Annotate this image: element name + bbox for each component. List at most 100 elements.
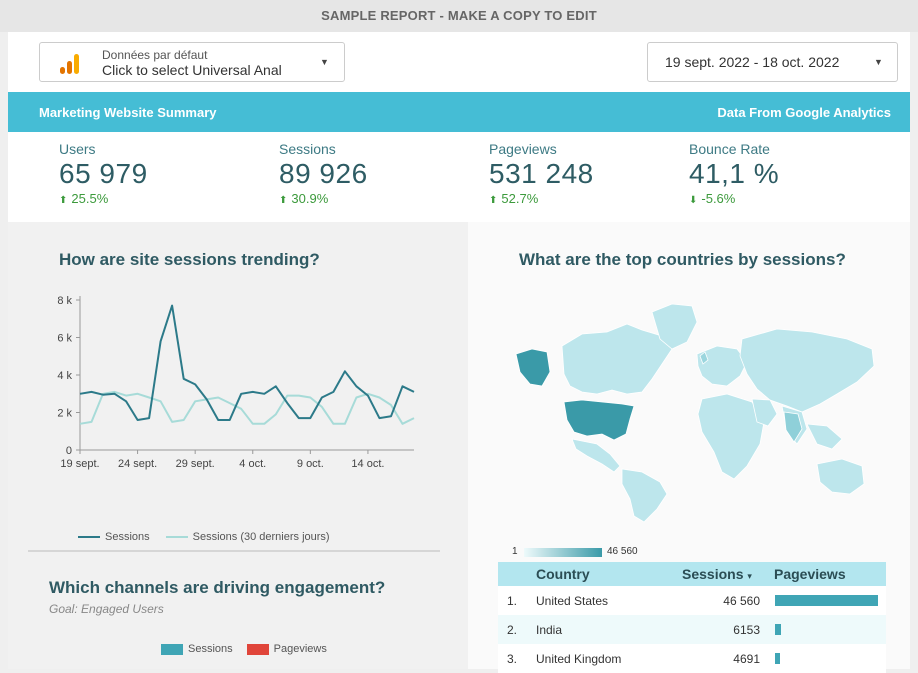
legend-swatch <box>78 536 100 538</box>
map-scale-max: 46 560 <box>607 546 638 557</box>
channels-goal: Goal: Engaged Users <box>49 602 164 616</box>
series-line <box>79 390 415 425</box>
row-country: United Kingdom <box>536 652 622 666</box>
kpi-label: Users <box>59 141 96 157</box>
table-row[interactable]: 1. United States 46 560 <box>498 586 886 615</box>
row-rank: 2. <box>507 623 518 637</box>
legend-label: Pageviews <box>273 643 327 655</box>
pageviews-bar <box>775 595 878 606</box>
kpi-label: Pageviews <box>489 141 557 157</box>
report-title: Marketing Website Summary <box>39 105 217 120</box>
row-sessions: 4691 <box>733 652 760 666</box>
table-row[interactable]: 2. India 6153 <box>498 615 886 644</box>
sort-descending-icon: ▾ <box>747 571 752 581</box>
x-tick-label: 19 sept. <box>60 458 99 470</box>
africa-region <box>697 393 765 480</box>
kpi-delta-value: 52.7% <box>501 191 539 206</box>
column-header-sessions[interactable]: Sessions ▾ <box>682 566 752 582</box>
india-region <box>783 411 803 443</box>
pageviews-bar <box>775 624 781 635</box>
table-row[interactable]: 3. United Kingdom 4691 <box>498 644 886 673</box>
kpi-value: 41,1 % <box>689 158 780 189</box>
kpi-label: Sessions <box>279 141 336 157</box>
row-sessions: 46 560 <box>723 594 760 608</box>
kpi-delta: ⬆ 25.5% <box>59 191 148 206</box>
x-tick-label: 29 sept. <box>176 458 215 470</box>
y-tick-label: 6 k <box>57 333 72 345</box>
legend-label: Sessions <box>188 643 233 655</box>
kpi-sessions: Sessions 89 926 ⬆ 30.9% <box>279 141 368 206</box>
sessions-trend-title: How are site sessions trending? <box>59 250 320 269</box>
arrow-up-icon: ⬆ <box>489 195 498 206</box>
y-tick-label: 8 k <box>57 295 72 307</box>
kpi-delta-value: 25.5% <box>71 191 109 206</box>
column-header-country[interactable]: Country <box>536 566 590 582</box>
dropdown-caret-icon: ▼ <box>320 57 329 67</box>
y-tick-label: 2 k <box>57 408 72 420</box>
channels-title: Which channels are driving engagement? <box>49 578 386 597</box>
arrow-down-icon: ⬇ <box>689 195 698 206</box>
kpi-delta-value: -5.6% <box>701 191 736 206</box>
kpi-delta: ⬆ 52.7% <box>489 191 594 206</box>
countries-title: What are the top countries by sessions? <box>519 250 846 269</box>
dropdown-caret-icon: ▼ <box>874 57 883 67</box>
kpi-value: 531 248 <box>489 158 594 189</box>
report-page: Données par défaut Click to select Unive… <box>8 32 910 673</box>
x-tick-label: 4 oct. <box>239 458 266 470</box>
right-panel: What are the top countries by sessions? … <box>468 222 910 673</box>
kpi-value: 89 926 <box>279 158 368 189</box>
kpi-pageviews: Pageviews 531 248 ⬆ 52.7% <box>489 141 594 206</box>
uk-region <box>699 351 709 365</box>
date-range-value: 19 sept. 2022 - 18 oct. 2022 <box>665 54 840 70</box>
middle-east-region <box>751 398 778 427</box>
southeast-asia-region <box>806 423 843 450</box>
greenland-region <box>651 303 698 350</box>
column-header-sessions-label: Sessions <box>682 566 744 582</box>
kpi-bounce-rate: Bounce Rate 41,1 % ⬇ -5.6% <box>689 141 779 206</box>
map-color-scale <box>524 548 602 557</box>
kpi-delta: ⬆ 30.9% <box>279 191 368 206</box>
legend-swatch <box>161 643 183 655</box>
section-divider <box>28 550 440 552</box>
kpi-value: 65 979 <box>59 158 148 189</box>
left-panel: How are site sessions trending? 0 2 k 4 k 6… <box>8 222 468 669</box>
column-header-pageviews[interactable]: Pageviews <box>774 566 846 582</box>
trend-legend: Sessions Sessions (30 derniers jours) <box>78 531 330 543</box>
row-country: India <box>536 623 563 637</box>
sample-report-banner: SAMPLE REPORT - MAKE A COPY TO EDIT <box>0 0 918 32</box>
kpi-users: Users 65 979 ⬆ 25.5% <box>59 141 148 206</box>
legend-swatch <box>246 643 269 655</box>
australia-region <box>816 458 865 495</box>
kpi-delta-value: 30.9% <box>291 191 329 206</box>
y-tick-label: 4 k <box>57 370 72 382</box>
arrow-up-icon: ⬆ <box>279 195 288 206</box>
series-line <box>79 304 415 421</box>
data-source-selector[interactable]: Données par défaut Click to select Unive… <box>39 42 345 82</box>
row-rank: 1. <box>507 594 518 608</box>
row-country: United States <box>536 594 609 608</box>
report-title-bar: Marketing Website Summary Data From Goog… <box>8 92 910 132</box>
analytics-bars-icon <box>60 54 79 74</box>
usa-region <box>563 399 635 441</box>
world-map[interactable] <box>502 294 882 524</box>
report-source-label: Data From Google Analytics <box>717 105 891 120</box>
europe-region <box>696 345 748 387</box>
table-header: Country Sessions ▾ Pageviews <box>498 562 886 586</box>
row-rank: 3. <box>507 652 518 666</box>
row-sessions: 6153 <box>733 623 760 637</box>
date-range-picker[interactable]: 19 sept. 2022 - 18 oct. 2022 ▼ <box>647 42 898 82</box>
kpi-label: Bounce Rate <box>689 141 770 157</box>
country-table: Country Sessions ▾ Pageviews 1. United S… <box>498 562 886 673</box>
x-tick-label: 24 sept. <box>118 458 157 470</box>
legend-swatch <box>165 536 188 538</box>
arrow-up-icon: ⬆ <box>59 195 68 206</box>
legend-label: Sessions (30 derniers jours) <box>192 531 330 543</box>
x-tick-label: 9 oct. <box>297 458 324 470</box>
channels-legend: Sessions Pageviews <box>161 643 327 655</box>
sessions-trend-chart[interactable]: 0 2 k 4 k 6 k 8 k 19 sept. 24 sept. 29 sept. 4 o… <box>8 292 468 522</box>
mexico-central-america-region <box>571 438 621 473</box>
map-scale-min: 1 <box>512 546 518 557</box>
y-tick-label: 0 <box>66 445 72 457</box>
kpi-delta: ⬇ -5.6% <box>689 191 779 206</box>
pageviews-bar <box>775 653 780 664</box>
